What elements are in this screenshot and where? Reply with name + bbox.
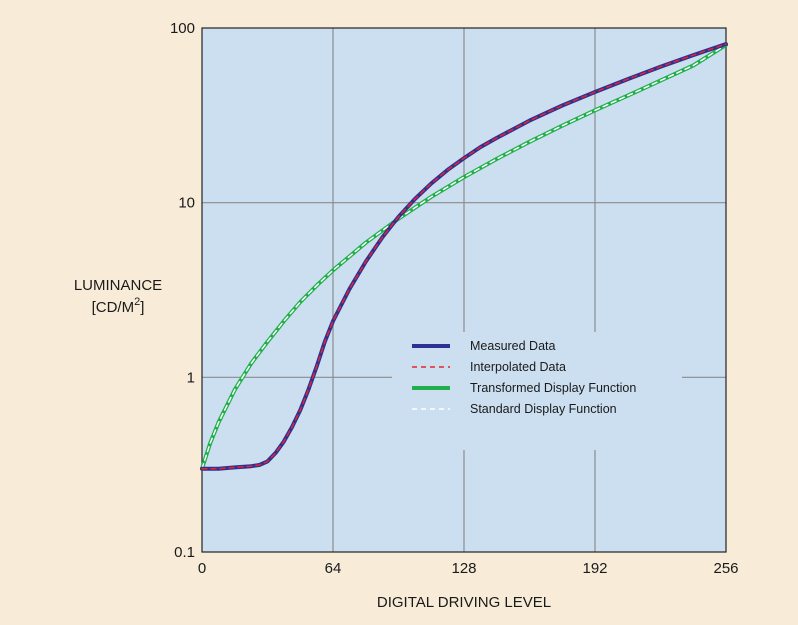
legend-label-interpolated: Interpolated Data: [470, 360, 566, 374]
y-tick-label: 10: [178, 195, 195, 212]
series-interpolated-line: [201, 43, 727, 470]
x-axis-title: DIGITAL DRIVING LEVEL: [377, 594, 551, 611]
plot-frame: [201, 27, 727, 553]
x-tick-label: 192: [582, 560, 607, 577]
y-axis-title: LUMINANCE: [74, 277, 162, 294]
y-axis-unit: [CD/M2]: [92, 296, 145, 316]
y-axis-unit-superscript: 2: [134, 296, 140, 308]
y-axis-unit-base: [CD/M: [92, 299, 135, 316]
tick-labels: 0 64 128 192 256 0.1 1 10 100: [170, 20, 739, 577]
legend-label-transformed: Transformed Display Function: [470, 381, 636, 395]
series-standard-line: [201, 44, 727, 470]
y-tick-label: 0.1: [174, 544, 195, 561]
y-tick-label: 100: [170, 20, 195, 37]
x-tick-label: 64: [325, 560, 342, 577]
legend: Measured Data Interpolated Data Transfor…: [392, 332, 682, 450]
x-tick-label: 0: [198, 560, 206, 577]
y-axis-unit-close: ]: [140, 299, 144, 316]
x-tick-label: 128: [451, 560, 476, 577]
legend-label-measured: Measured Data: [470, 339, 556, 353]
legend-label-standard: Standard Display Function: [470, 402, 617, 416]
x-tick-label: 256: [713, 560, 738, 577]
y-tick-label: 1: [187, 369, 195, 386]
series-layer: [200, 42, 728, 471]
legend-background: [392, 332, 682, 450]
